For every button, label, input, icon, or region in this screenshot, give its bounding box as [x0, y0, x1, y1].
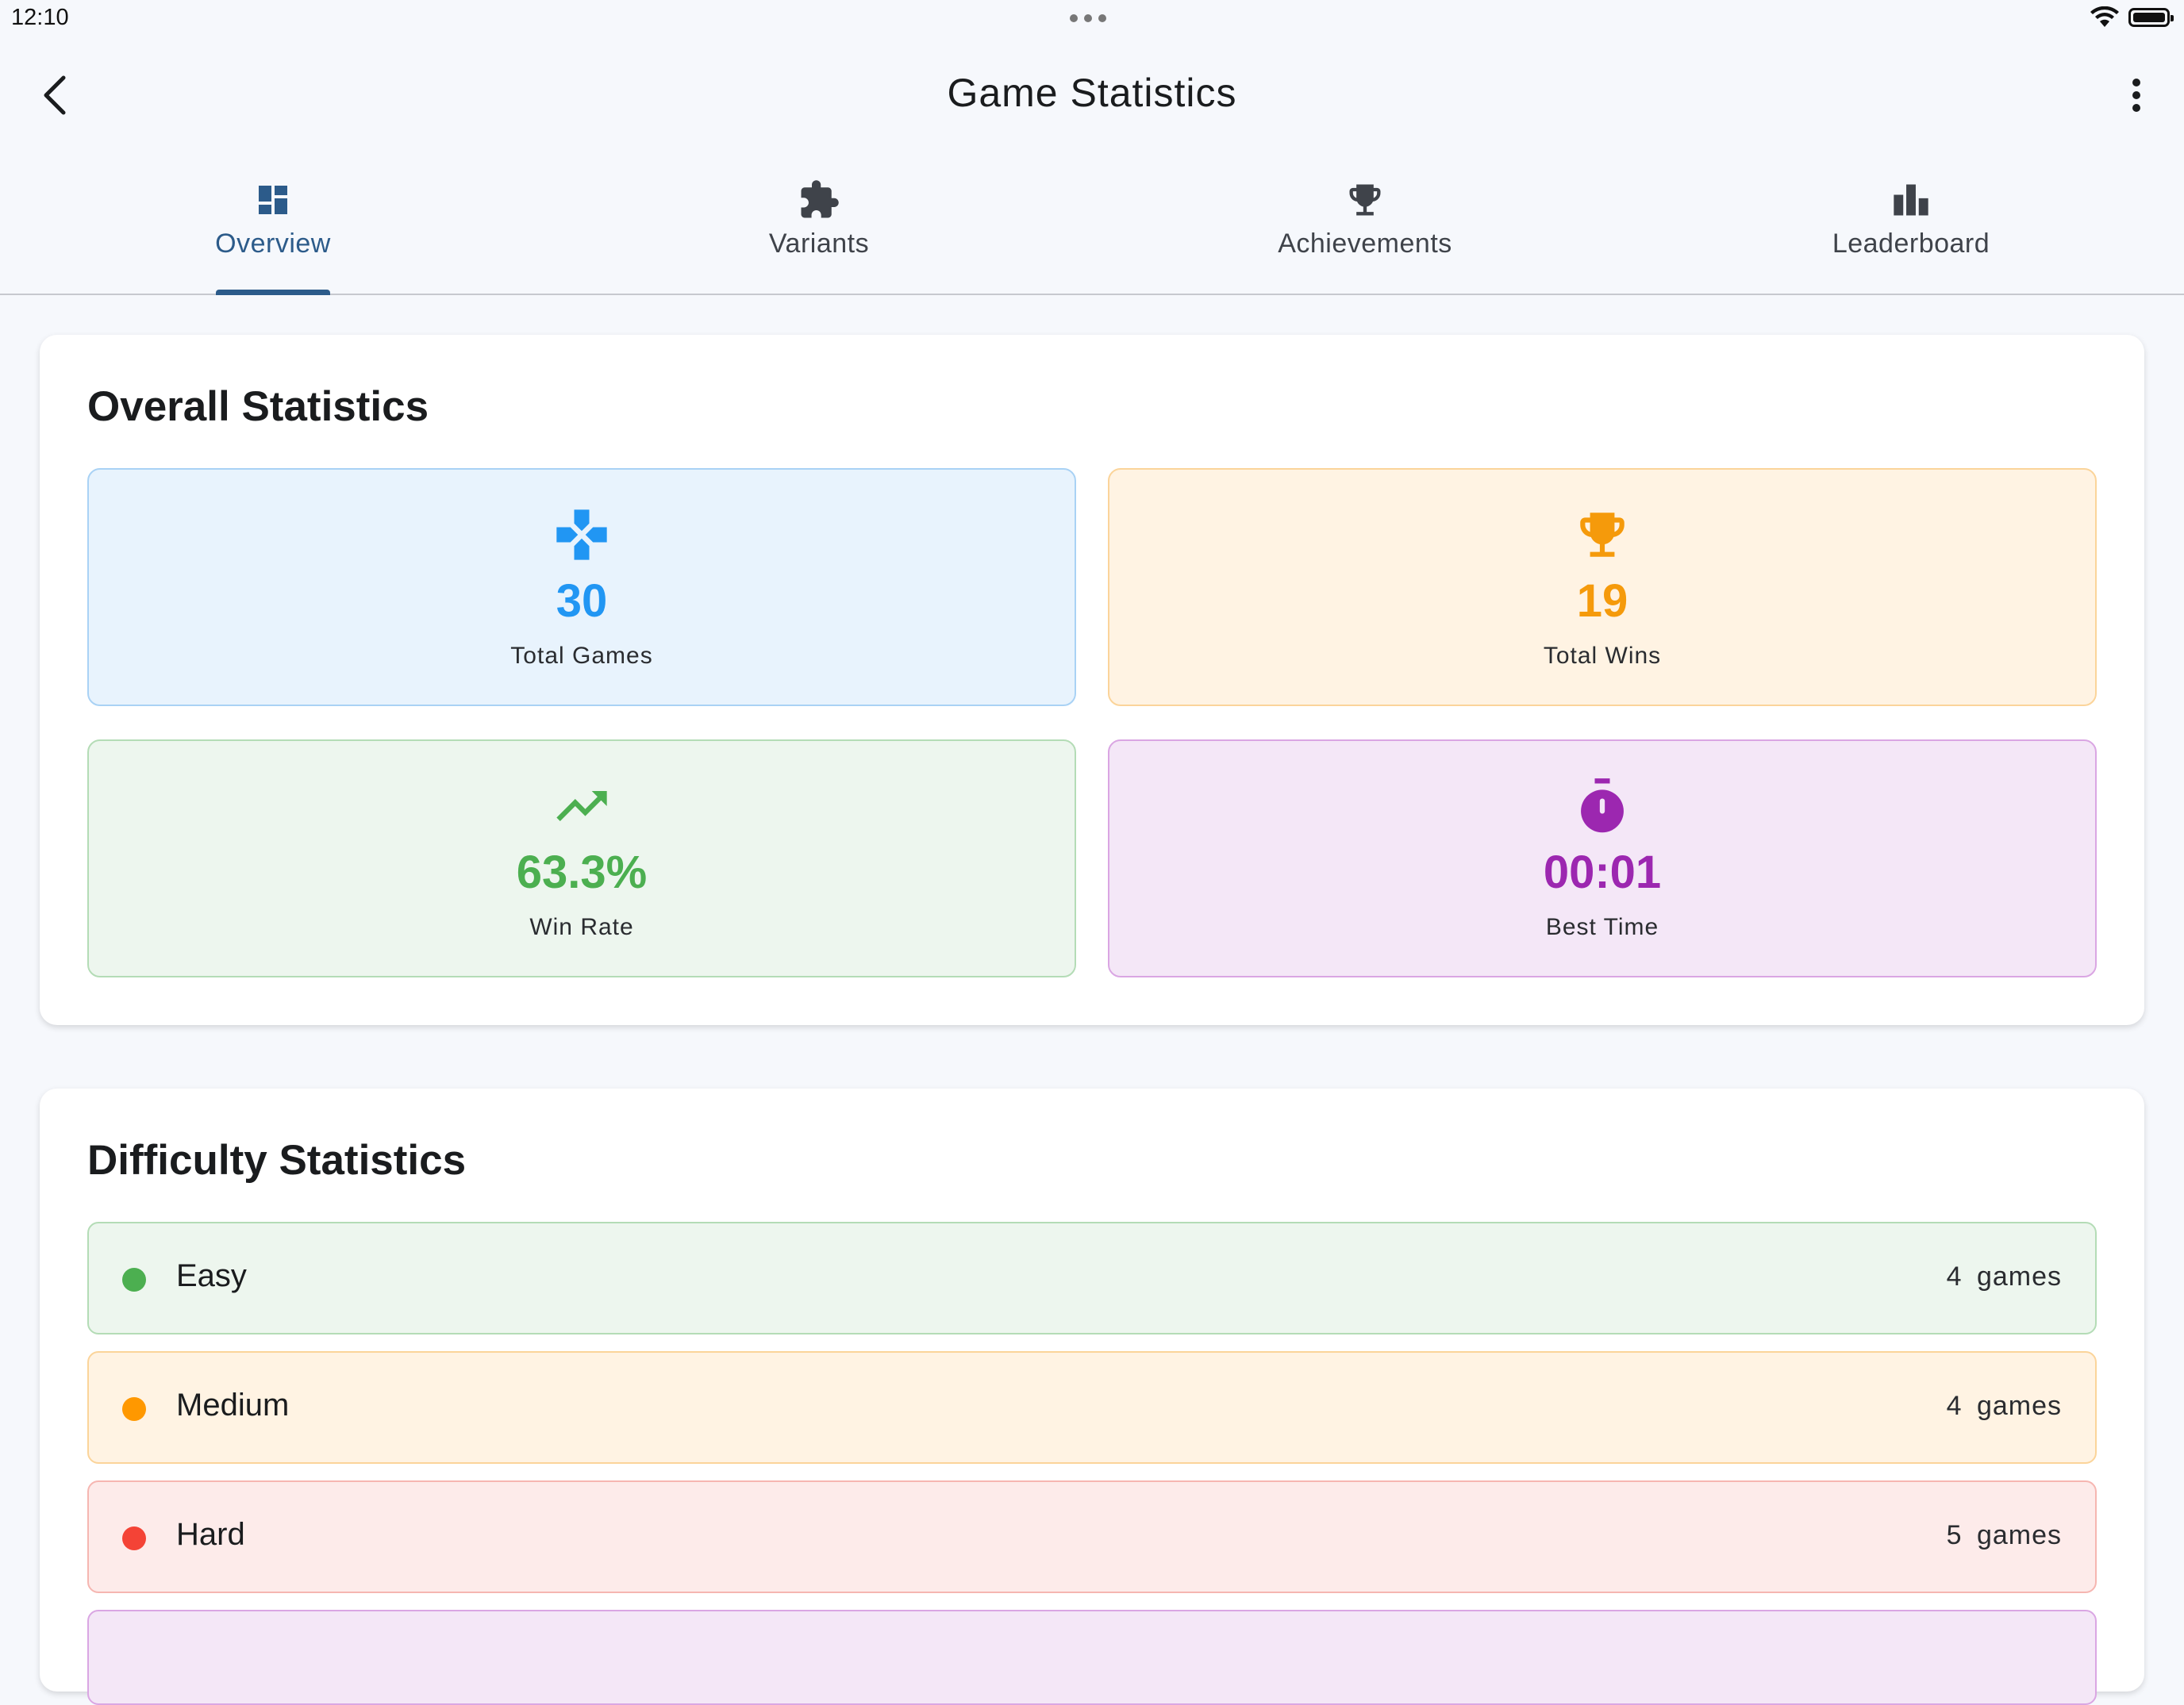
- section-title: Difficulty Statistics: [87, 1137, 467, 1184]
- tab-leaderboard[interactable]: Leaderboard: [1638, 151, 2184, 294]
- stat-win-rate: 63.3% Win Rate: [87, 739, 1076, 977]
- count-value: 5: [1946, 1520, 1963, 1550]
- stat-total-wins: 19 Total Wins: [1108, 468, 2097, 706]
- tab-overview[interactable]: Overview: [0, 151, 546, 295]
- status-indicators: [2090, 6, 2174, 29]
- stat-value: 30: [556, 575, 608, 627]
- dashboard-icon: [254, 178, 292, 222]
- trophy-icon: [1344, 178, 1386, 222]
- tab-label: Overview: [215, 228, 331, 259]
- back-button[interactable]: [32, 71, 79, 119]
- difficulty-name: Medium: [176, 1388, 290, 1423]
- gamepad-icon: [89, 505, 1075, 565]
- stat-label: Total Wins: [1543, 643, 1662, 669]
- tab-label: Achievements: [1278, 228, 1452, 259]
- stat-value: 00:01: [1543, 847, 1662, 898]
- difficulty-statistics-card: Difficulty Statistics Easy 4 games Mediu…: [40, 1089, 2144, 1705]
- puzzle-icon: [798, 178, 840, 222]
- tab-label: Leaderboard: [1832, 228, 1990, 259]
- active-tab-indicator: [216, 290, 330, 295]
- timer-icon: [1109, 776, 2095, 836]
- tab-achievements[interactable]: Achievements: [1092, 151, 1638, 294]
- battery-icon: [2128, 8, 2174, 27]
- stat-best-time: 00:01 Best Time: [1108, 739, 2097, 977]
- difficulty-row-partial[interactable]: [87, 1610, 2097, 1705]
- difficulty-row-easy[interactable]: Easy 4 games: [87, 1222, 2097, 1334]
- status-bar: 12:10: [0, 0, 2184, 40]
- section-title: Overall Statistics: [87, 383, 429, 430]
- chevron-left-icon: [44, 75, 66, 115]
- app-bar: Game Statistics: [0, 40, 2184, 151]
- tab-bar: Overview Variants Achievements Leaderboa…: [0, 151, 2184, 295]
- difficulty-row-medium[interactable]: Medium 4 games: [87, 1351, 2097, 1464]
- games-count: 5 games: [1947, 1520, 2062, 1551]
- games-count: 4 games: [1947, 1391, 2062, 1422]
- leaderboard-icon: [1890, 178, 1932, 222]
- count-unit: games: [1976, 1520, 2062, 1550]
- games-count: 4 games: [1947, 1261, 2062, 1292]
- difficulty-dot-icon: [122, 1526, 146, 1550]
- stat-value: 63.3%: [516, 847, 648, 898]
- overall-statistics-card: Overall Statistics 30 Total Games 19 Tot…: [40, 335, 2144, 1025]
- stat-total-games: 30 Total Games: [87, 468, 1076, 706]
- difficulty-name: Easy: [176, 1258, 247, 1293]
- stat-value: 19: [1576, 575, 1628, 627]
- wifi-icon: [2090, 6, 2119, 27]
- status-time: 12:10: [11, 5, 69, 30]
- difficulty-dot-icon: [122, 1268, 146, 1292]
- stat-label: Win Rate: [529, 914, 634, 940]
- tab-variants[interactable]: Variants: [546, 151, 1092, 294]
- page-title: Game Statistics: [947, 71, 1237, 115]
- difficulty-row-hard[interactable]: Hard 5 games: [87, 1480, 2097, 1593]
- stat-label: Total Games: [510, 643, 653, 669]
- difficulty-name: Hard: [176, 1517, 245, 1552]
- tab-label: Variants: [768, 228, 870, 259]
- difficulty-dot-icon: [122, 1397, 146, 1421]
- trophy-icon: [1109, 505, 2095, 565]
- trending-up-icon: [89, 776, 1075, 836]
- count-value: 4: [1946, 1391, 1963, 1421]
- multitasking-dots-icon[interactable]: [1070, 14, 1106, 22]
- count-value: 4: [1946, 1261, 1963, 1292]
- count-unit: games: [1976, 1391, 2062, 1421]
- more-vert-icon: [2132, 79, 2140, 112]
- more-options-button[interactable]: [2113, 71, 2160, 119]
- stat-label: Best Time: [1545, 914, 1659, 940]
- count-unit: games: [1976, 1261, 2062, 1292]
